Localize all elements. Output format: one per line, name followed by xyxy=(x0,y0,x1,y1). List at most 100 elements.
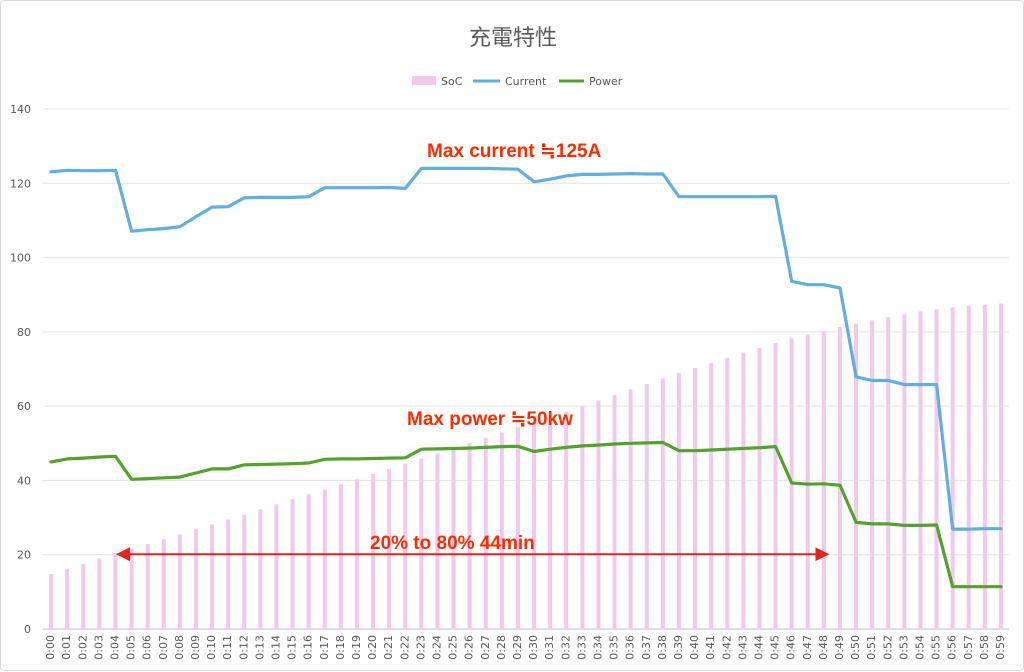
x-tick-label-0:21: 0:21 xyxy=(382,635,395,660)
soc-bar-0:24 xyxy=(435,453,440,629)
soc-bar-0:53 xyxy=(902,314,907,629)
x-tick-label-0:29: 0:29 xyxy=(511,635,524,660)
soc-bars xyxy=(49,303,1003,629)
x-tick-label-0:40: 0:40 xyxy=(688,635,701,660)
x-tick-label-0:50: 0:50 xyxy=(849,635,862,660)
x-axis: 0:00 0:01 0:02 0:03 0:04 0:05 0:06 0:07 0:08 0:09… xyxy=(44,635,1007,660)
soc-bar-0:00 xyxy=(49,574,54,629)
x-tick-label-0:19: 0:19 xyxy=(350,635,363,660)
soc-bar-0:10 xyxy=(210,524,215,629)
y-tick-label-60: 60 xyxy=(17,400,31,413)
soc-bar-0:39 xyxy=(676,372,681,629)
soc-bar-0:50 xyxy=(854,323,859,629)
x-tick-label-0:28: 0:28 xyxy=(495,635,508,660)
legend: SoC Current Power xyxy=(412,75,623,88)
soc-bar-0:08 xyxy=(177,534,182,629)
x-tick-label-0:55: 0:55 xyxy=(930,635,943,660)
soc-bar-0:55 xyxy=(934,309,939,629)
annotation-max-power: Max power ≒50kw xyxy=(407,409,573,430)
x-tick-label-0:49: 0:49 xyxy=(833,635,846,660)
y-tick-label-140: 140 xyxy=(10,103,31,116)
x-tick-label-0:34: 0:34 xyxy=(591,635,604,660)
y-tick-label-100: 100 xyxy=(10,252,31,265)
soc-bar-0:58 xyxy=(982,304,987,629)
x-tick-label-0:24: 0:24 xyxy=(430,635,443,660)
x-tick-label-0:06: 0:06 xyxy=(141,635,154,660)
soc-bar-0:17 xyxy=(322,489,327,629)
x-tick-label-0:54: 0:54 xyxy=(913,635,926,660)
annotations: Max current ≒125A Max power ≒50kw 20% to… xyxy=(116,141,830,562)
x-tick-label-0:11: 0:11 xyxy=(221,635,234,660)
x-tick-label-0:41: 0:41 xyxy=(704,635,717,660)
soc-bar-0:35 xyxy=(612,395,617,629)
y-tick-label-40: 40 xyxy=(17,474,31,487)
x-tick-label-0:16: 0:16 xyxy=(302,635,315,660)
y-tick-label-20: 20 xyxy=(17,549,31,562)
x-tick-label-0:45: 0:45 xyxy=(769,635,782,660)
x-tick-label-0:23: 0:23 xyxy=(414,635,427,660)
soc-bar-0:11 xyxy=(226,519,231,629)
x-tick-label-0:38: 0:38 xyxy=(656,635,669,660)
soc-bar-0:25 xyxy=(451,448,456,629)
soc-bar-0:03 xyxy=(97,558,102,629)
soc-bar-0:29 xyxy=(515,427,520,629)
soc-bar-0:26 xyxy=(467,442,472,629)
soc-bar-0:52 xyxy=(886,317,891,629)
x-tick-label-0:43: 0:43 xyxy=(736,635,749,660)
chart-title: 充電特性 xyxy=(469,26,557,51)
x-tick-label-0:42: 0:42 xyxy=(720,635,733,660)
soc-bar-0:54 xyxy=(918,311,923,629)
soc-bar-0:06 xyxy=(145,543,150,629)
annotation-max-current: Max current ≒125A xyxy=(427,141,602,162)
soc-bar-0:41 xyxy=(709,363,714,629)
legend-label-soc: SoC xyxy=(441,75,463,88)
x-tick-label-0:53: 0:53 xyxy=(897,635,910,660)
soc-bar-0:30 xyxy=(532,422,537,629)
x-tick-label-0:13: 0:13 xyxy=(253,635,266,660)
x-tick-label-0:47: 0:47 xyxy=(801,635,814,660)
x-tick-label-0:12: 0:12 xyxy=(237,635,250,660)
soc-bar-0:09 xyxy=(193,529,198,629)
series-line-power xyxy=(49,440,1003,589)
x-tick-label-0:33: 0:33 xyxy=(575,635,588,660)
x-tick-label-0:46: 0:46 xyxy=(785,635,798,660)
x-tick-label-0:20: 0:20 xyxy=(366,635,379,660)
x-tick-label-0:15: 0:15 xyxy=(286,635,299,660)
x-tick-label-0:00: 0:00 xyxy=(44,635,57,660)
soc-bar-0:01 xyxy=(65,568,70,629)
x-tick-label-0:39: 0:39 xyxy=(672,635,685,660)
legend-label-power: Power xyxy=(589,75,623,88)
soc-bar-0:44 xyxy=(757,347,762,629)
soc-bar-0:37 xyxy=(644,383,649,629)
x-tick-label-0:04: 0:04 xyxy=(108,635,121,660)
x-tick-label-0:27: 0:27 xyxy=(479,635,492,660)
x-tick-label-0:03: 0:03 xyxy=(92,635,105,660)
soc-bar-0:23 xyxy=(419,458,424,629)
soc-bar-0:32 xyxy=(564,411,569,629)
x-tick-label-0:10: 0:10 xyxy=(205,635,218,660)
soc-bar-0:31 xyxy=(548,416,553,629)
soc-bar-0:18 xyxy=(338,484,343,629)
soc-bar-0:36 xyxy=(628,389,633,629)
x-tick-label-0:32: 0:32 xyxy=(559,635,572,660)
soc-bar-0:34 xyxy=(596,400,601,629)
soc-bar-0:14 xyxy=(274,504,279,629)
soc-bar-0:38 xyxy=(660,378,665,629)
x-tick-label-0:37: 0:37 xyxy=(640,635,653,660)
x-tick-label-0:18: 0:18 xyxy=(334,635,347,660)
x-tick-label-0:51: 0:51 xyxy=(865,635,878,660)
x-tick-label-0:17: 0:17 xyxy=(318,635,331,660)
soc-bar-0:28 xyxy=(499,432,504,629)
soc-bar-0:33 xyxy=(580,406,585,629)
x-tick-label-0:36: 0:36 xyxy=(624,635,637,660)
legend-label-current: Current xyxy=(505,75,547,88)
x-tick-label-0:57: 0:57 xyxy=(962,635,975,660)
soc-bar-0:43 xyxy=(741,352,746,629)
x-tick-label-0:44: 0:44 xyxy=(752,635,765,660)
x-tick-label-0:22: 0:22 xyxy=(398,635,411,660)
soc-bar-0:56 xyxy=(950,307,955,629)
soc-bar-0:59 xyxy=(998,303,1003,629)
x-tick-label-0:14: 0:14 xyxy=(269,635,282,660)
